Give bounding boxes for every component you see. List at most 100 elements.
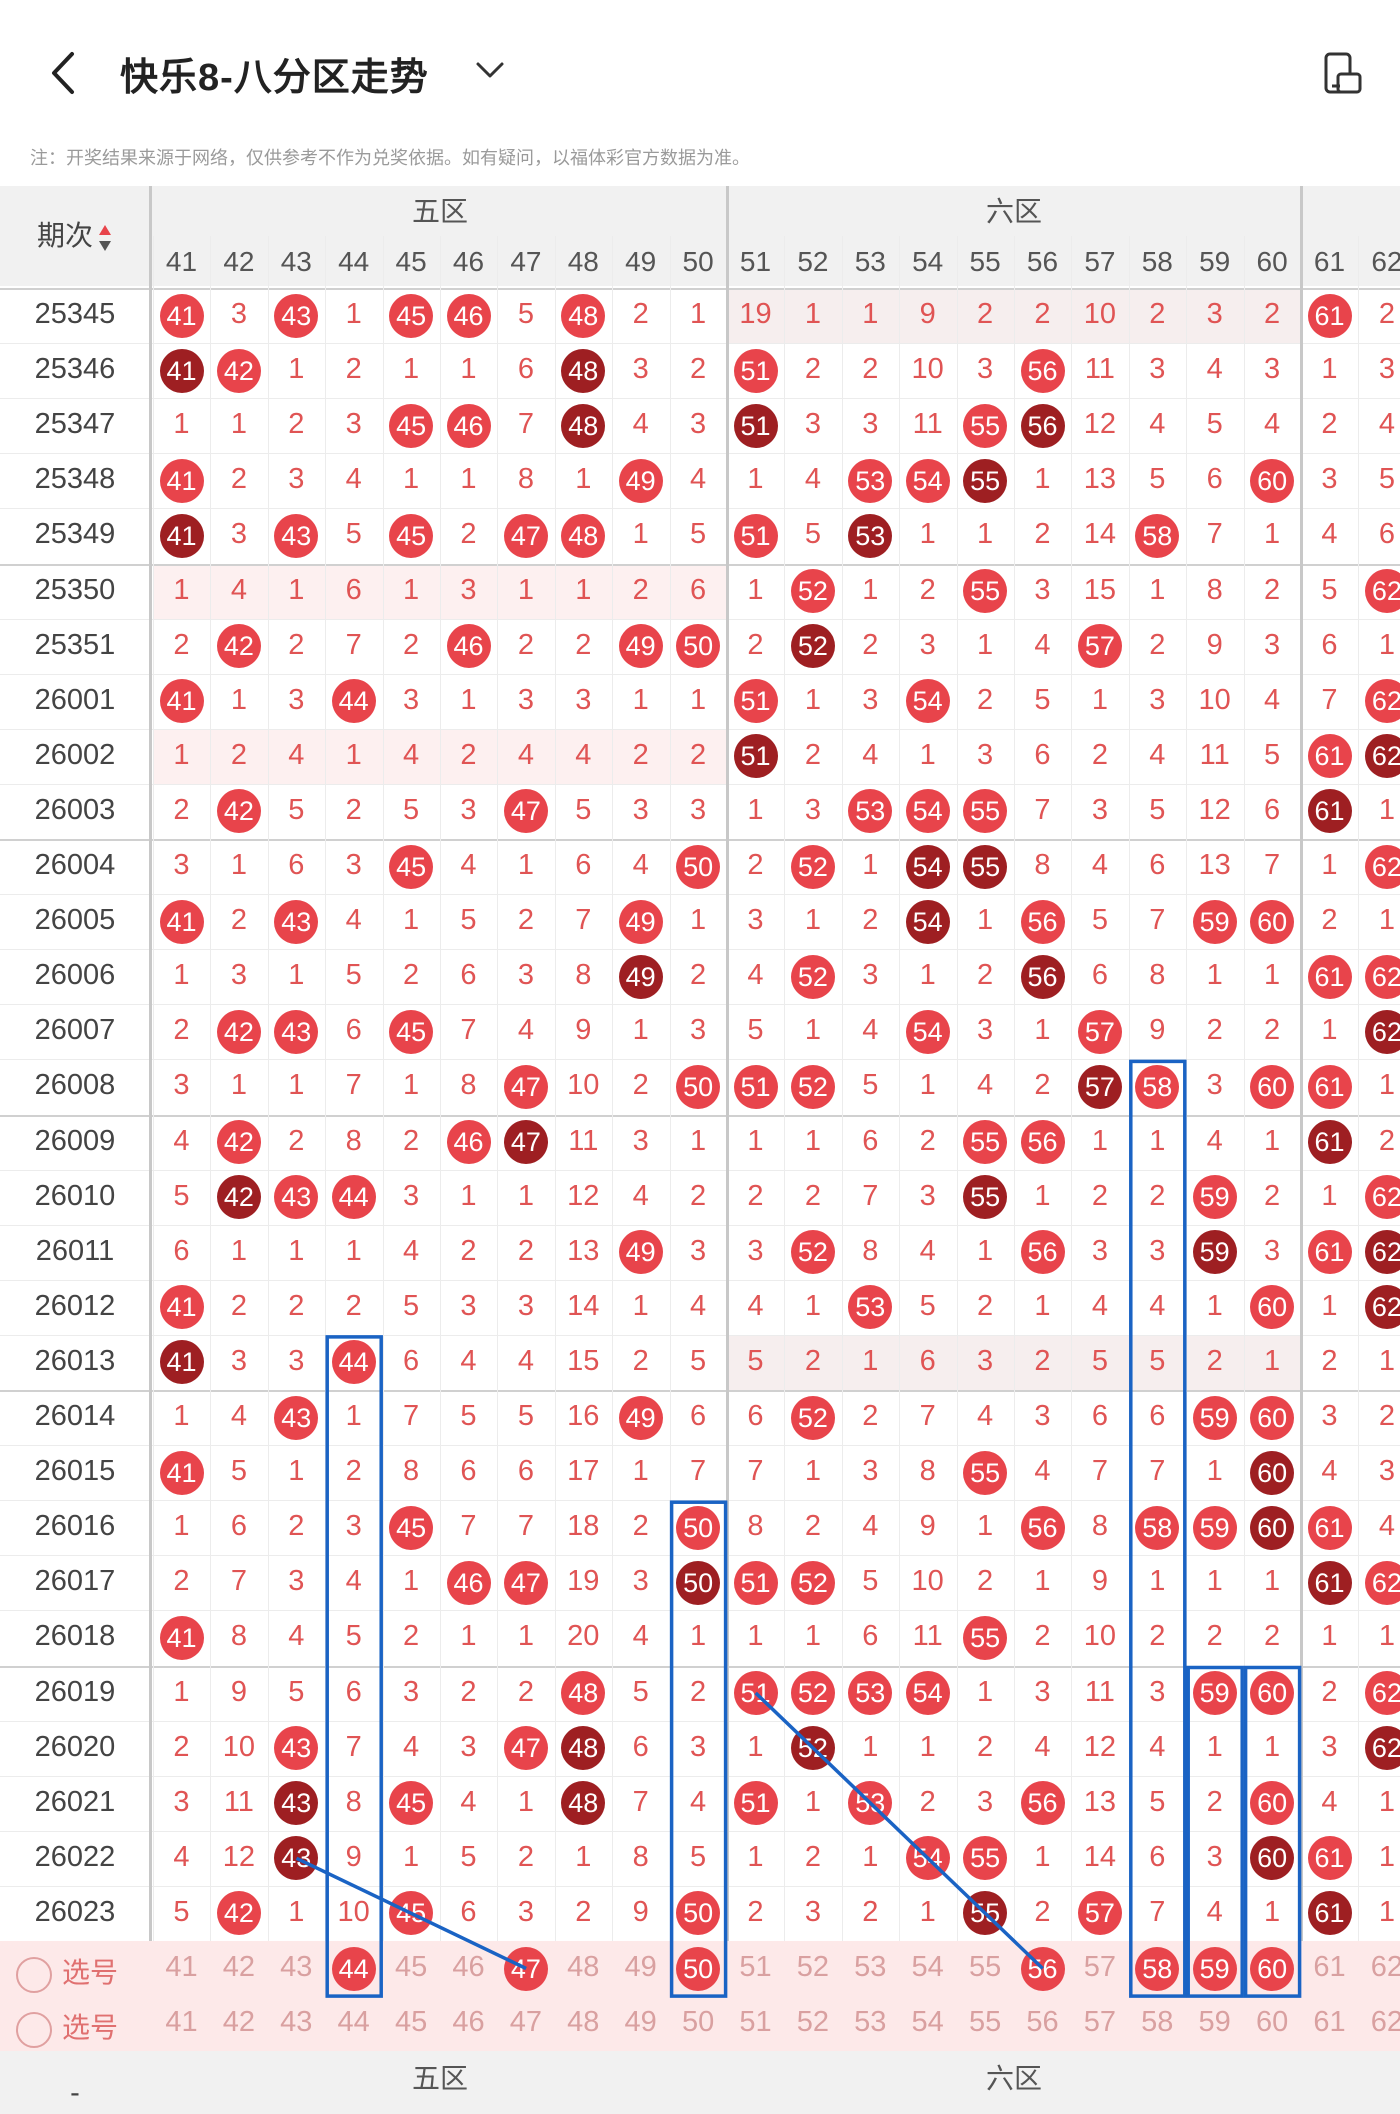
miss-count: 3: [517, 959, 534, 992]
chevron-left-icon[interactable]: [44, 48, 84, 98]
number-ball: 54: [905, 844, 950, 889]
miss-count: 2: [747, 1895, 764, 1928]
select-number[interactable]: 56: [1026, 2006, 1059, 2039]
select-number[interactable]: 46: [452, 2006, 485, 2039]
select-number[interactable]: 52: [796, 2006, 830, 2039]
select-number[interactable]: 53: [854, 1951, 887, 1983]
miss-count: 8: [575, 959, 592, 992]
miss-count: 8: [632, 1840, 649, 1873]
number-ball: 61: [1307, 1836, 1352, 1881]
miss-count: 17: [567, 1455, 600, 1488]
number-ball: 43: [274, 293, 319, 338]
chevron-down-icon[interactable]: [472, 56, 508, 86]
miss-count: 1: [747, 1730, 764, 1763]
select-number[interactable]: 58: [1141, 2006, 1174, 2039]
select-number[interactable]: 48: [567, 2006, 600, 2039]
select-number[interactable]: 53: [854, 2006, 887, 2039]
selected-ball[interactable]: 58: [1135, 1946, 1180, 1991]
miss-count: 2: [1321, 904, 1338, 937]
miss-count: 2: [1206, 1785, 1223, 1818]
select-number[interactable]: 41: [165, 2006, 198, 2039]
select-number[interactable]: 41: [165, 1951, 198, 1983]
select-number[interactable]: 61: [1313, 1951, 1346, 1983]
select-number[interactable]: 61: [1313, 2006, 1346, 2039]
miss-count: 1: [173, 959, 190, 992]
select-number[interactable]: 54: [911, 2006, 944, 2039]
miss-count: 9: [632, 1895, 649, 1928]
miss-count: 1: [747, 573, 764, 606]
select-number[interactable]: 43: [280, 1951, 313, 1983]
select-number[interactable]: 51: [739, 1951, 772, 1983]
period-cell: 26017: [34, 1565, 116, 1598]
radio-circle-icon[interactable]: [16, 1956, 52, 1993]
radio-circle-icon[interactable]: [16, 2011, 52, 2048]
number-ball: 52: [790, 1395, 835, 1440]
miss-count: 1: [230, 683, 247, 716]
miss-count: 2: [1321, 1675, 1338, 1708]
miss-count: 3: [517, 1895, 534, 1928]
select-number[interactable]: 52: [796, 1951, 830, 1983]
miss-count: 4: [173, 1124, 190, 1157]
number-ball: 61: [1307, 1505, 1352, 1550]
miss-count: 1: [1264, 1344, 1281, 1377]
period-header[interactable]: 期次: [0, 214, 150, 254]
select-number[interactable]: 55: [968, 2006, 1002, 2039]
selected-ball[interactable]: 56: [1020, 1946, 1065, 1991]
select-number[interactable]: 51: [739, 2006, 772, 2039]
select-number[interactable]: 49: [624, 1951, 657, 1983]
miss-count: 6: [690, 573, 707, 606]
select-number[interactable]: 45: [394, 1951, 428, 1983]
miss-count: 4: [517, 1344, 534, 1377]
miss-count: 6: [1149, 849, 1166, 881]
miss-count: 3: [690, 793, 707, 826]
selected-ball[interactable]: 59: [1192, 1946, 1237, 1991]
selected-ball[interactable]: 44: [331, 1946, 376, 1991]
miss-count: 3: [460, 1289, 477, 1322]
select-row-label[interactable]: 选号: [16, 1951, 118, 1993]
number-ball: 61: [1307, 293, 1352, 338]
miss-count: 1: [460, 683, 477, 716]
select-number[interactable]: 46: [452, 1951, 485, 1983]
miss-count: 1: [804, 683, 821, 716]
select-number[interactable]: 62: [1370, 1951, 1400, 1983]
number-ball: 43: [274, 1781, 319, 1826]
number-ball: 55: [963, 789, 1008, 834]
selected-ball[interactable]: 50: [676, 1946, 721, 1991]
select-number[interactable]: 50: [681, 2006, 715, 2039]
number-ball: 48: [561, 293, 606, 338]
select-row-label[interactable]: 选号: [16, 2006, 118, 2048]
select-number[interactable]: 49: [624, 2006, 657, 2039]
select-number[interactable]: 42: [222, 2006, 256, 2039]
select-number[interactable]: 54: [911, 1951, 944, 1983]
select-number[interactable]: 44: [337, 2006, 370, 2039]
select-number[interactable]: 59: [1198, 2006, 1231, 2039]
column-header: 62: [1371, 246, 1400, 277]
select-number[interactable]: 43: [280, 2006, 313, 2039]
select-number[interactable]: 48: [567, 1951, 600, 1983]
number-ball: 60: [1250, 1064, 1295, 1109]
number-ball: 42: [216, 789, 261, 834]
miss-count: 9: [575, 1014, 592, 1047]
select-number[interactable]: 60: [1255, 2006, 1289, 2039]
footer-zone-label: 五区: [411, 2063, 468, 2095]
number-ball: 56: [1020, 1505, 1065, 1550]
select-number[interactable]: 55: [968, 1951, 1002, 1983]
select-number[interactable]: 45: [394, 2006, 428, 2039]
select-number[interactable]: 42: [222, 1951, 256, 1983]
miss-count: 3: [288, 1344, 305, 1377]
select-number[interactable]: 62: [1370, 2006, 1400, 2039]
number-ball: 41: [159, 1285, 204, 1330]
select-number[interactable]: 57: [1083, 2006, 1117, 2039]
select-number[interactable]: 47: [509, 2006, 543, 2039]
selected-ball[interactable]: 47: [503, 1946, 548, 1991]
select-number[interactable]: 57: [1083, 1951, 1117, 1983]
sort-updown-icon[interactable]: [97, 223, 113, 253]
miss-count: 3: [690, 408, 707, 441]
miss-count: 1: [230, 849, 247, 881]
miss-count: 12: [222, 1840, 256, 1873]
number-ball: 54: [905, 899, 950, 944]
selected-ball[interactable]: 60: [1250, 1946, 1295, 1991]
miss-count: 2: [1264, 1620, 1281, 1653]
number-ball: 61: [1307, 1064, 1352, 1109]
screen-rotate-icon[interactable]: [1318, 50, 1366, 98]
